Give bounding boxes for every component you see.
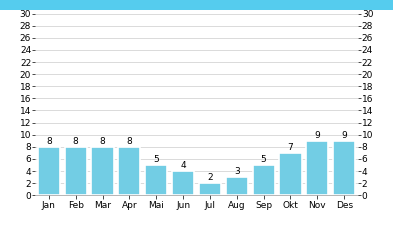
Bar bbox=[145, 165, 167, 195]
Bar bbox=[333, 141, 355, 195]
Bar bbox=[92, 147, 114, 195]
Bar bbox=[306, 141, 329, 195]
Bar bbox=[172, 171, 194, 195]
Bar bbox=[199, 183, 221, 195]
Text: 5: 5 bbox=[261, 155, 266, 164]
Text: 9: 9 bbox=[314, 131, 320, 140]
Bar bbox=[64, 147, 87, 195]
Text: 5: 5 bbox=[153, 155, 159, 164]
Bar bbox=[118, 147, 140, 195]
Bar bbox=[226, 177, 248, 195]
Text: 4: 4 bbox=[180, 161, 186, 170]
Text: 2: 2 bbox=[207, 173, 213, 182]
Text: 7: 7 bbox=[288, 143, 293, 152]
Text: 8: 8 bbox=[73, 137, 79, 146]
Text: 3: 3 bbox=[234, 167, 240, 176]
Text: 8: 8 bbox=[127, 137, 132, 146]
Bar bbox=[253, 165, 275, 195]
Bar bbox=[38, 147, 60, 195]
Text: 8: 8 bbox=[46, 137, 51, 146]
Text: 9: 9 bbox=[342, 131, 347, 140]
Bar bbox=[279, 153, 301, 195]
Text: 8: 8 bbox=[100, 137, 105, 146]
